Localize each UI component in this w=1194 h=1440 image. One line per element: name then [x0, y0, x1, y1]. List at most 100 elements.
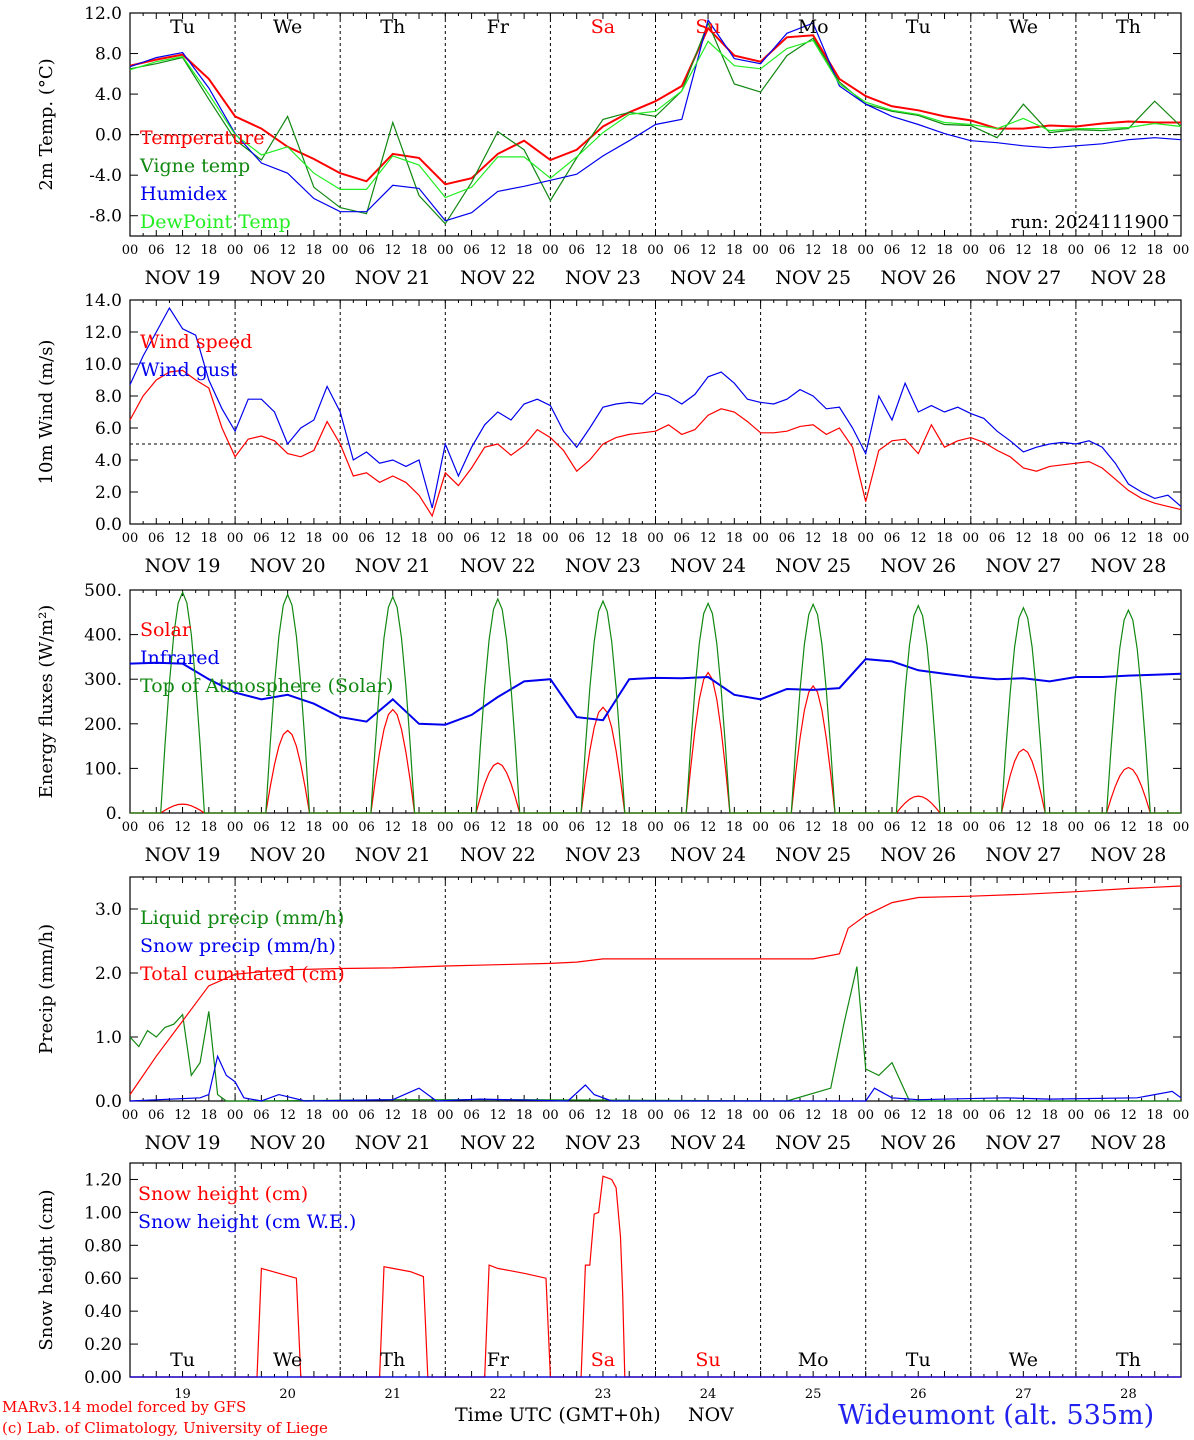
- day-number-label: 20: [279, 1387, 296, 1402]
- hour-tick-label: 12: [174, 820, 191, 835]
- legend-entry: Infrared: [140, 647, 220, 669]
- date-label: NOV 23: [565, 267, 641, 289]
- hour-tick-label: 00: [542, 243, 559, 258]
- weekday-label: We: [273, 16, 302, 38]
- hour-tick-label: 18: [831, 820, 848, 835]
- weekday-label: Fr: [487, 1349, 510, 1371]
- hour-tick-label: 00: [857, 531, 874, 546]
- hour-tick-label: 00: [122, 531, 139, 546]
- hour-tick-label: 18: [936, 820, 953, 835]
- hour-tick-label: 00: [332, 820, 349, 835]
- day-number-label: 21: [384, 1387, 401, 1402]
- hour-tick-label: 06: [779, 531, 796, 546]
- hour-tick-label: 18: [831, 243, 848, 258]
- date-label: NOV 28: [1091, 267, 1167, 289]
- hour-tick-label: 06: [148, 1108, 165, 1123]
- weekday-label: Th: [1116, 16, 1141, 38]
- hour-tick-label: 00: [437, 820, 454, 835]
- hour-tick-label: 06: [779, 820, 796, 835]
- hour-tick-label: 06: [253, 243, 270, 258]
- hour-tick-label: 00: [122, 1108, 139, 1123]
- weekday-label: Sa: [591, 16, 615, 38]
- hour-tick-label: 18: [516, 1108, 533, 1123]
- date-label: NOV 27: [985, 555, 1061, 577]
- hour-tick-label: 18: [831, 531, 848, 546]
- hour-tick-label: 18: [201, 531, 218, 546]
- date-label: NOV 21: [355, 844, 431, 866]
- hour-tick-label: 00: [1173, 243, 1190, 258]
- y-axis-label: Energy fluxes (W/m²): [36, 605, 57, 799]
- hour-tick-label: 12: [279, 820, 296, 835]
- hour-tick-label: 12: [805, 531, 822, 546]
- hour-tick-label: 12: [174, 531, 191, 546]
- legend-entry: DewPoint Temp: [140, 211, 291, 233]
- weekday-label: Tu: [906, 1349, 931, 1371]
- hour-tick-label: 00: [227, 243, 244, 258]
- hour-tick-label: 12: [490, 820, 507, 835]
- y-tick-label: 3.0: [95, 900, 122, 920]
- weekday-label: Fr: [487, 16, 510, 38]
- hour-tick-label: 18: [936, 243, 953, 258]
- hour-tick-label: 06: [674, 531, 691, 546]
- hour-tick-label: 06: [779, 1108, 796, 1123]
- hour-tick-label: 12: [595, 531, 612, 546]
- hour-tick-label: 06: [253, 1108, 270, 1123]
- hour-tick-label: 00: [857, 1108, 874, 1123]
- series-line-3: [130, 590, 1181, 814]
- hour-tick-label: 00: [752, 1108, 769, 1123]
- hour-tick-label: 00: [647, 531, 664, 546]
- hour-tick-label: 18: [1041, 243, 1058, 258]
- date-label: NOV 27: [985, 267, 1061, 289]
- model-credit: MARv3.14 model forced by GFS: [2, 1398, 247, 1416]
- panel-1: 2m Temp. (°C): [36, 12, 1182, 237]
- legend-entry: Snow precip (mm/h): [140, 935, 336, 957]
- date-label: NOV 26: [880, 267, 956, 289]
- y-tick-label: 400.: [84, 626, 122, 646]
- weekday-label: We: [1009, 1349, 1038, 1371]
- hour-tick-label: 06: [253, 531, 270, 546]
- hour-tick-label: 18: [726, 1108, 743, 1123]
- hour-tick-label: 06: [989, 1108, 1006, 1123]
- date-label: NOV 24: [670, 267, 746, 289]
- hour-tick-label: 00: [1173, 531, 1190, 546]
- hour-tick-label: 06: [884, 243, 901, 258]
- hour-tick-label: 18: [516, 531, 533, 546]
- hour-tick-label: 06: [568, 243, 585, 258]
- y-tick-label: 12.0: [84, 323, 122, 343]
- hour-tick-label: 00: [542, 820, 559, 835]
- y-tick-label: 0.0: [95, 1092, 122, 1112]
- hour-tick-label: 12: [700, 243, 717, 258]
- hour-tick-label: 12: [1120, 1108, 1137, 1123]
- hour-tick-label: 00: [963, 820, 980, 835]
- hour-tick-label: 06: [1094, 243, 1111, 258]
- time-axis-label: Time UTC (GMT+0h): [455, 1404, 661, 1426]
- y-tick-label: 8.0: [95, 387, 122, 407]
- date-label: NOV 26: [880, 555, 956, 577]
- date-label: NOV 20: [250, 1132, 326, 1154]
- hour-tick-label: 12: [1015, 243, 1032, 258]
- hour-tick-label: 00: [752, 531, 769, 546]
- hour-tick-label: 06: [568, 531, 585, 546]
- weekday-label: Sa: [591, 1349, 615, 1371]
- hour-tick-label: 00: [752, 820, 769, 835]
- hour-tick-label: 18: [1041, 820, 1058, 835]
- hour-tick-label: 00: [437, 531, 454, 546]
- hour-tick-label: 18: [621, 531, 638, 546]
- hour-tick-label: 12: [595, 820, 612, 835]
- hour-tick-label: 00: [857, 243, 874, 258]
- hour-tick-label: 12: [805, 1108, 822, 1123]
- date-label: NOV 27: [985, 1132, 1061, 1154]
- hour-tick-label: 00: [1173, 1108, 1190, 1123]
- hour-tick-label: 06: [884, 531, 901, 546]
- date-label: NOV 22: [460, 1132, 536, 1154]
- hour-tick-label: 18: [831, 1108, 848, 1123]
- hour-tick-label: 00: [437, 243, 454, 258]
- date-label: NOV 22: [460, 555, 536, 577]
- date-label: NOV 22: [460, 267, 536, 289]
- date-label: NOV 25: [775, 1132, 851, 1154]
- y-tick-label: 0.: [106, 804, 122, 824]
- hour-tick-label: 12: [384, 531, 401, 546]
- hour-tick-label: 18: [1146, 243, 1163, 258]
- hour-tick-label: 06: [674, 243, 691, 258]
- hour-tick-label: 06: [884, 1108, 901, 1123]
